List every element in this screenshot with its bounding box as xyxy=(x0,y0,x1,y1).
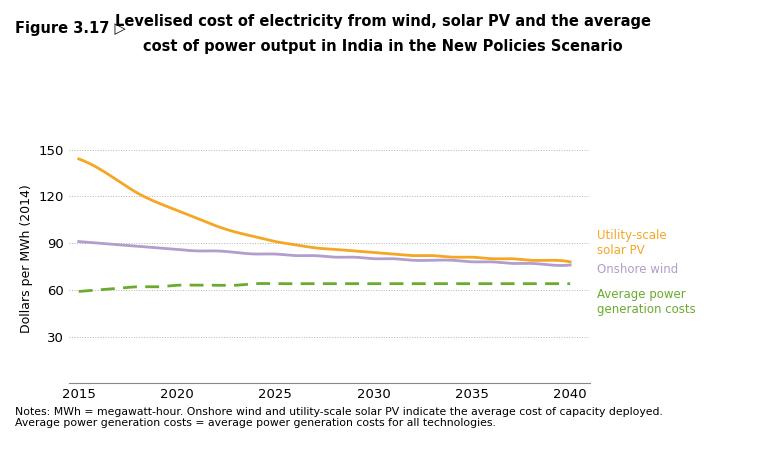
Text: Utility-scale
solar PV: Utility-scale solar PV xyxy=(597,229,667,257)
Text: cost of power output in India in the New Policies Scenario: cost of power output in India in the New… xyxy=(143,39,623,54)
Text: Notes: MWh = megawatt-hour. Onshore wind and utility-scale solar PV indicate the: Notes: MWh = megawatt-hour. Onshore wind… xyxy=(15,407,663,428)
Text: Figure 3.17 ▷: Figure 3.17 ▷ xyxy=(15,21,126,36)
Y-axis label: Dollars per MWh (2014): Dollars per MWh (2014) xyxy=(20,184,33,333)
Text: Average power
generation costs: Average power generation costs xyxy=(597,288,696,316)
Text: Onshore wind: Onshore wind xyxy=(597,263,679,276)
Text: Levelised cost of electricity from wind, solar PV and the average: Levelised cost of electricity from wind,… xyxy=(115,14,651,29)
